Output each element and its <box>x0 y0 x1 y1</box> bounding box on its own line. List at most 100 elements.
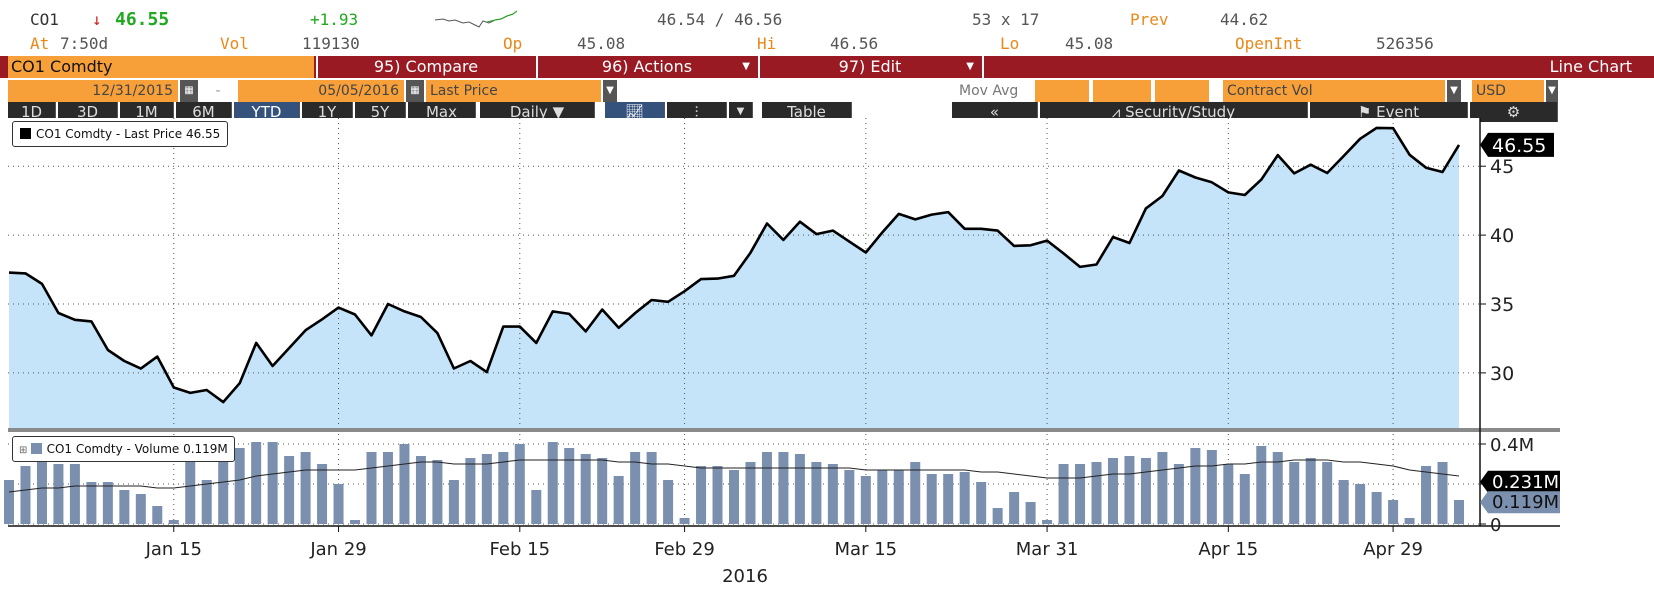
volume-bar <box>234 448 245 524</box>
bar-chart-icon[interactable]: ⫶ <box>667 102 727 122</box>
legend-key-price <box>20 128 31 139</box>
op-value: 45.08 <box>577 34 626 53</box>
volume-bar <box>102 482 113 524</box>
gear-icon[interactable]: ⚙ <box>1470 102 1558 122</box>
price-ytick-label: 35 <box>1490 294 1514 316</box>
last-price-tag <box>1480 132 1554 157</box>
table-button[interactable]: Table <box>762 102 852 122</box>
bid-ask-size: 53 x 17 <box>972 10 1040 29</box>
ticker: CO1 <box>30 10 59 29</box>
security-field[interactable]: CO1 Comdty <box>8 56 314 78</box>
x-tick-label: Feb 15 <box>490 539 551 560</box>
chevron-down-icon[interactable]: ▼ <box>1447 80 1461 102</box>
price-field-select[interactable]: Last Price <box>426 80 601 102</box>
volume-bar <box>597 458 608 524</box>
last-price-tag-label: 46.55 <box>1492 135 1546 157</box>
period-ytd[interactable]: YTD <box>234 102 300 122</box>
volume-bar <box>168 520 179 524</box>
volume-bar <box>448 480 459 524</box>
x-tick-label: Mar 31 <box>1016 539 1079 560</box>
volume-bar <box>992 508 1003 524</box>
volume-bar <box>1091 462 1102 524</box>
volume-bar <box>1404 518 1415 524</box>
volume-bar <box>663 480 674 524</box>
legend-key-volume <box>30 443 42 454</box>
event-label: Event <box>1376 103 1420 121</box>
vol-label: Vol <box>220 34 249 53</box>
volume-bar <box>53 464 64 524</box>
lo-value: 45.08 <box>1065 34 1114 53</box>
volume-legend[interactable]: ⊞ CO1 Comdty - Volume 0.119M <box>12 436 235 462</box>
price-legend[interactable]: CO1 Comdty - Last Price 46.55 <box>12 121 229 147</box>
currency-select[interactable]: USD <box>1472 80 1544 102</box>
expand-icon: ⊞ <box>19 445 31 456</box>
frequency-select[interactable]: Daily ▼ <box>480 102 595 122</box>
volume-bar <box>1190 448 1201 524</box>
study-icon: ⩘ <box>1111 103 1126 121</box>
volume-bar <box>366 452 377 524</box>
chart-type-button[interactable]: Line Chart <box>982 56 1654 78</box>
calendar-icon[interactable]: ▦ <box>406 80 424 102</box>
start-date-field[interactable]: 12/31/2015 <box>8 80 178 102</box>
volume-bar <box>827 464 838 524</box>
toolbar-range: 12/31/2015 ▦ - 05/05/2016 ▦ Last Price ▼… <box>0 80 1654 102</box>
volume-bar <box>1289 462 1300 524</box>
edit-button[interactable]: 97) Edit ▼ <box>758 56 980 78</box>
mov-avg-field-3[interactable] <box>1155 80 1209 102</box>
price-line <box>8 126 1461 404</box>
security-study-button[interactable]: ⩘ Security/Study <box>1040 102 1308 122</box>
volume-bar <box>844 470 855 524</box>
period-1d[interactable]: 1D <box>8 102 56 122</box>
volume-bar <box>745 462 756 524</box>
compare-button[interactable]: 95) Compare <box>316 56 534 78</box>
volume-bar <box>613 476 624 524</box>
event-button[interactable]: ⚑ Event <box>1310 102 1468 122</box>
edit-label: 97) Edit <box>838 57 902 76</box>
volume-bar <box>877 470 888 524</box>
period-1y[interactable]: 1Y <box>302 102 353 122</box>
contract-vol-select[interactable]: Contract Vol <box>1223 80 1445 102</box>
period-5y[interactable]: 5Y <box>355 102 406 122</box>
volume-bar <box>1371 492 1382 524</box>
at-label: At <box>30 34 50 53</box>
period-6m[interactable]: 6M <box>176 102 232 122</box>
actions-button[interactable]: 96) Actions ▼ <box>536 56 756 78</box>
collapse-button[interactable]: « <box>952 102 1038 122</box>
end-date-field[interactable]: 05/05/2016 <box>238 80 404 102</box>
vol-value: 119130 <box>302 34 360 53</box>
volume-bar <box>547 442 558 524</box>
mov-avg-label: Mov Avg <box>955 80 1033 102</box>
volume-bar <box>926 474 937 524</box>
volume-bar <box>1454 500 1464 524</box>
volume-bar <box>1058 464 1069 524</box>
volume-bar <box>1107 458 1118 524</box>
volume-bar <box>185 462 196 524</box>
volume-bar <box>1009 492 1020 524</box>
price-ytick-label: 30 <box>1490 363 1514 385</box>
line-chart-icon[interactable]: 📈︎ <box>605 102 665 122</box>
x-tick-label: Apr 15 <box>1198 539 1258 560</box>
volume-bar <box>761 452 772 524</box>
volume-bar <box>69 464 80 524</box>
period-max[interactable]: Max <box>408 102 476 122</box>
chevron-down-icon[interactable]: ▼ <box>603 80 617 102</box>
mov-avg-field-1[interactable] <box>1035 80 1089 102</box>
date-separator: - <box>200 80 236 102</box>
volume-bar <box>350 520 361 524</box>
volume-ytick-label: 0.4M <box>1490 435 1534 456</box>
volume-bar <box>4 480 14 524</box>
price-legend-label: CO1 Comdty - Last Price 46.55 <box>36 127 221 141</box>
volume-bar <box>696 466 707 524</box>
volume-bar <box>943 474 954 524</box>
mov-avg-field-2[interactable] <box>1093 80 1151 102</box>
volume-bar <box>1124 456 1135 524</box>
period-3d[interactable]: 3D <box>58 102 118 122</box>
chevron-down-icon: ▼ <box>966 61 974 72</box>
volume-bar <box>135 494 146 524</box>
chevron-down-icon[interactable]: ▼ <box>1546 80 1558 102</box>
period-1m[interactable]: 1M <box>120 102 174 122</box>
toolbar-main: CO1 Comdty 95) Compare 96) Actions ▼ 97)… <box>0 56 1654 78</box>
x-tick-label: Apr 29 <box>1363 539 1423 560</box>
calendar-icon[interactable]: ▦ <box>180 80 198 102</box>
chevron-down-icon[interactable]: ▼ <box>729 102 753 122</box>
